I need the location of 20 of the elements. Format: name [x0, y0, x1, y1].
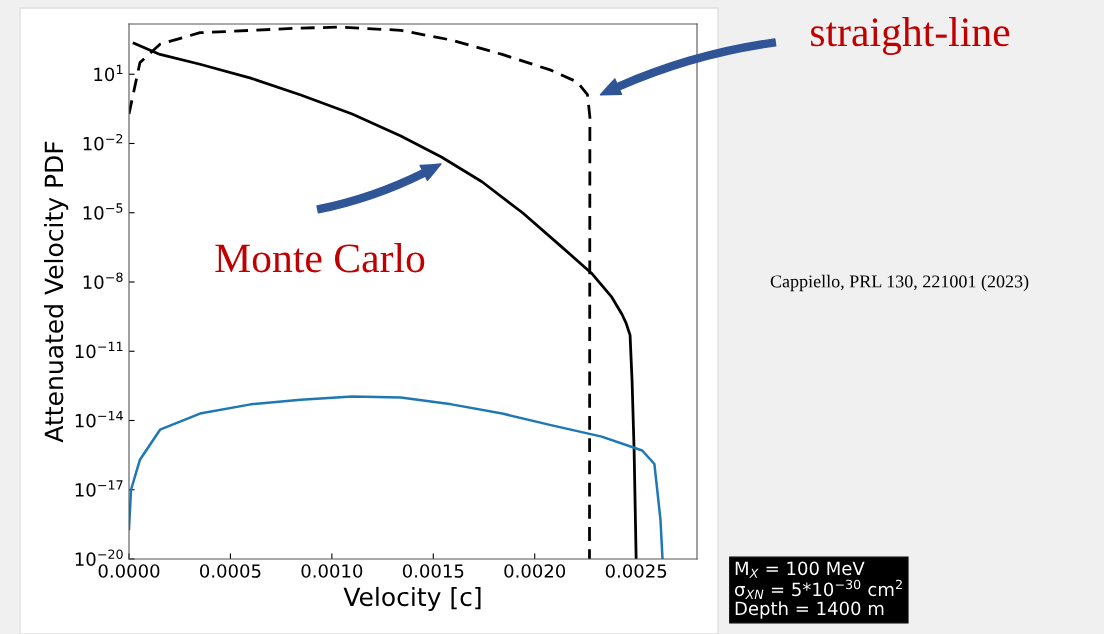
x-tick-label: 0.0025 — [605, 564, 667, 578]
x-tick-label: 0.0015 — [402, 564, 464, 578]
y-tick-label: 10$^{1}$ — [94, 64, 123, 82]
x-tick-label: 0.0020 — [504, 564, 566, 578]
y-tick-label: 10$^{−8}$ — [83, 272, 123, 289]
y-tick-label: 10$^{−11}$ — [75, 341, 123, 359]
y-tick-label: 10$^{−2}$ — [83, 133, 123, 151]
x-tick-label: 0.0005 — [200, 564, 261, 578]
text: Cappiello, PRL 130, 221001 (2023) — [770, 274, 1029, 292]
y-axis-title: Attenuated Velocity PDF — [44, 141, 69, 443]
line-series — [129, 395, 664, 559]
x-axis-title: Velocity [c] — [343, 586, 481, 612]
text: straight-line — [811, 17, 1010, 55]
y-tick-label: 10$^{−14}$ — [75, 411, 123, 428]
y-tick-label: 10$^{−5}$ — [83, 203, 123, 220]
y-tick-label: 10$^{−17}$ — [75, 480, 123, 497]
x-tick-label: 0.0000 — [98, 564, 160, 578]
annotation: Monte Carlo — [215, 243, 425, 273]
x-tick-label: 0.0010 — [301, 564, 363, 578]
text: M$_{X}$ = 100 MeV σ$_{XN}$ = 5*10$^{−30}$ cm$^{2}$ Depth = 1400 m — [735, 561, 902, 619]
